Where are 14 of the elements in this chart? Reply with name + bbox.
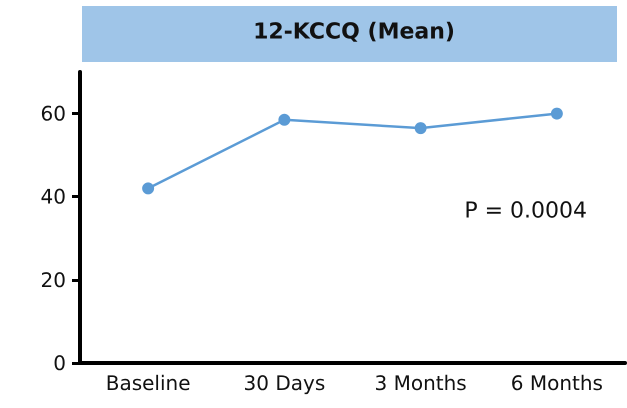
y-tick-label: 0 [53, 351, 66, 375]
chart-title: 12-KCCQ (Mean) [253, 20, 455, 44]
y-tick-label: 40 [40, 184, 66, 209]
annotation: P = 0.0004 [464, 198, 588, 224]
x-tick-label: 30 Days [244, 371, 326, 395]
point [550, 108, 563, 120]
y-tick-label: 60 [40, 102, 66, 126]
y-tick-label: 20 [40, 268, 66, 292]
point [142, 182, 154, 194]
x-tick-label: Baseline [106, 371, 191, 395]
x-tick-label: 6 Months [510, 371, 603, 395]
point [414, 122, 427, 134]
x-tick-label: 3 Months [374, 371, 467, 395]
point [278, 114, 290, 126]
